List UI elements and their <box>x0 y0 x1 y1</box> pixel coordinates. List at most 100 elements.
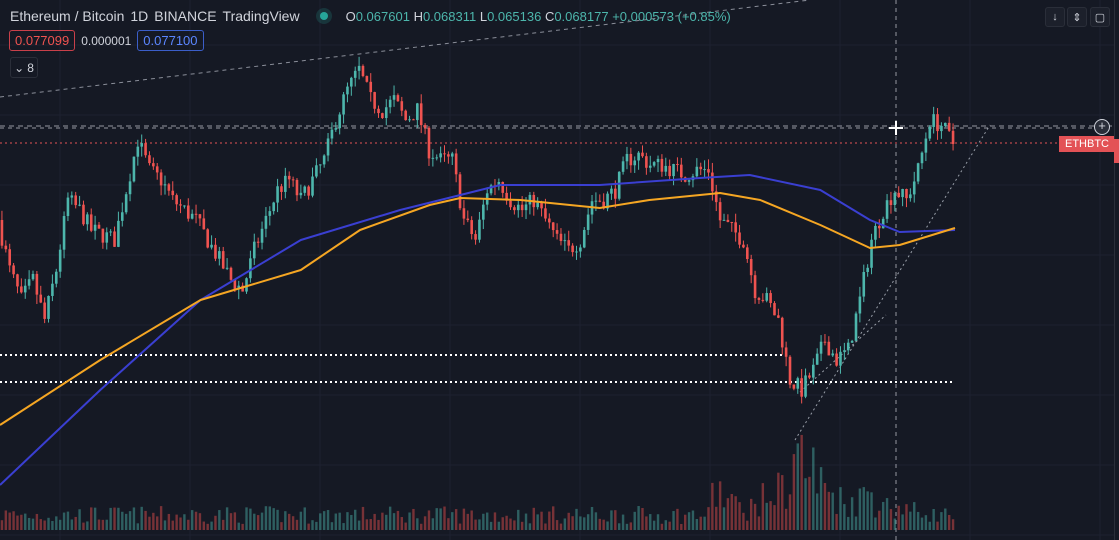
volume-bar <box>109 507 112 530</box>
candle-body <box>808 375 811 378</box>
candle-body <box>699 166 703 170</box>
candle-body <box>39 294 43 303</box>
candle-body <box>885 200 889 219</box>
volume-bar <box>598 518 601 530</box>
candle-body <box>478 219 481 240</box>
volume-bar <box>470 510 473 530</box>
volume-bar <box>117 507 120 530</box>
volume-bar <box>563 518 567 530</box>
volume-bar <box>594 512 598 530</box>
candle-body <box>598 200 602 202</box>
candle-body <box>614 188 617 199</box>
candle-body <box>563 240 567 242</box>
fullscreen-icon[interactable]: ▢ <box>1090 7 1110 27</box>
volume-bar <box>420 523 423 530</box>
volume-bar <box>284 511 287 530</box>
candle-body <box>82 204 85 225</box>
volume-bar <box>101 519 105 530</box>
volume-bar <box>20 514 23 530</box>
volume-bar <box>889 509 893 530</box>
interval[interactable]: 1D <box>130 8 149 24</box>
volume-bar <box>229 513 233 530</box>
candle-body <box>4 245 8 250</box>
volume-bar <box>742 512 745 530</box>
price-change: +0.000573 (+0.85%) <box>612 8 731 24</box>
candle-body <box>346 86 349 95</box>
candle-body <box>381 113 384 119</box>
volume-bar <box>711 482 714 530</box>
volume-bar <box>307 523 310 530</box>
volume-bar <box>66 511 70 530</box>
volume-bar <box>691 510 695 530</box>
candle-body <box>586 214 590 230</box>
candle-body <box>0 220 4 246</box>
volume-bar <box>140 506 143 530</box>
sell-button[interactable]: 0.077099 <box>9 30 76 51</box>
candle-body <box>718 202 722 221</box>
volume-bar <box>843 504 846 530</box>
volume-bar <box>400 517 403 530</box>
candle-body <box>520 204 524 211</box>
candle-body <box>920 152 924 164</box>
volume-bar <box>427 510 431 530</box>
volume-bar <box>43 520 46 530</box>
volume-bar <box>505 515 508 530</box>
volume-bar <box>315 521 318 530</box>
candle-body <box>854 313 858 341</box>
candle-body <box>171 190 175 196</box>
collapse-icon[interactable]: ⇕ <box>1067 7 1087 27</box>
trend-line <box>799 314 887 393</box>
volume-bar <box>909 511 912 530</box>
scroll-down-icon[interactable]: ↓ <box>1045 7 1065 27</box>
candle-body <box>897 192 901 198</box>
candle-body <box>241 285 244 292</box>
volume-bar <box>35 513 39 530</box>
volume-bar <box>874 517 877 530</box>
candle-body <box>784 347 788 357</box>
volume-bar <box>548 511 551 530</box>
candle-body <box>194 213 198 215</box>
candle-body <box>318 164 322 166</box>
candle-body <box>815 353 819 365</box>
candle-body <box>746 247 749 260</box>
volume-bar <box>291 516 295 530</box>
candle-body <box>652 162 656 166</box>
spread: 0.000001 <box>81 33 132 48</box>
volume-bar <box>451 512 454 530</box>
volume-bar <box>625 523 629 530</box>
candle-body <box>893 192 897 206</box>
volume-bar <box>233 512 237 530</box>
candle-body <box>870 239 873 268</box>
volume-bar <box>466 513 469 530</box>
volume-bar <box>408 512 411 530</box>
candle-body <box>120 212 124 221</box>
candle-body <box>357 65 361 71</box>
volume-bar <box>870 492 873 530</box>
collapse-indicators-button[interactable]: ⌄ 8 <box>10 57 38 78</box>
volume-bar <box>753 503 757 530</box>
volume-bar <box>361 506 365 530</box>
volume-bar <box>823 483 827 530</box>
volume-bar <box>579 516 582 530</box>
candle-body <box>462 208 466 219</box>
volume-bar <box>866 491 869 530</box>
buy-button[interactable]: 0.077100 <box>137 30 204 51</box>
price-scale-border <box>1114 0 1115 540</box>
candle-body <box>443 153 446 155</box>
candle-body <box>419 103 423 126</box>
volume-bar <box>944 508 947 530</box>
symbol-name[interactable]: Ethereum / Bitcoin <box>10 8 125 24</box>
candle-body <box>51 283 54 296</box>
candle-body <box>23 285 27 293</box>
add-alert-plus-icon[interactable]: + <box>1094 119 1110 135</box>
volume-bar <box>528 523 532 530</box>
volume-bar <box>804 478 807 530</box>
volume-bar <box>905 504 908 530</box>
volume-bar <box>357 520 361 530</box>
volume-bar <box>51 521 54 530</box>
candle-body <box>78 204 81 206</box>
candle-body <box>58 249 62 272</box>
candle-body <box>548 218 551 223</box>
candle-body <box>877 225 881 229</box>
